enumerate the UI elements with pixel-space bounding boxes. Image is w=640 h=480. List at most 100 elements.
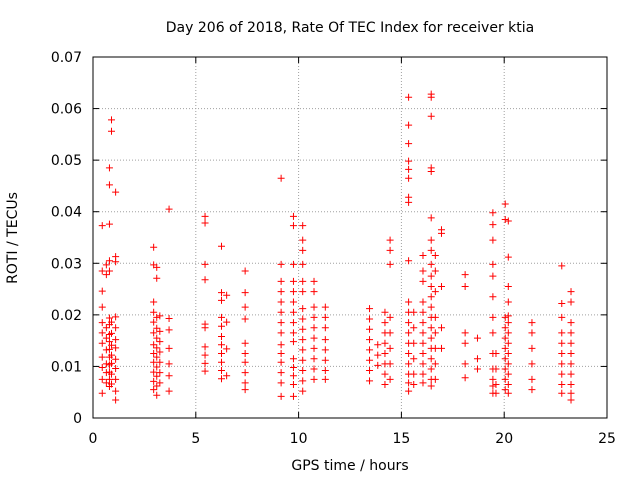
y-tick-label: 0.06 <box>51 102 82 118</box>
data-point <box>201 351 209 359</box>
data-point <box>567 339 575 347</box>
data-point <box>201 212 209 220</box>
data-point <box>105 375 113 383</box>
data-point <box>427 355 435 363</box>
data-point <box>218 322 225 330</box>
data-point <box>558 350 566 358</box>
data-point <box>165 326 173 334</box>
data-point <box>289 308 297 316</box>
data-point <box>223 372 231 380</box>
data-point <box>218 358 225 366</box>
plot-frame <box>92 56 608 419</box>
data-point <box>277 369 285 377</box>
data-point <box>165 205 173 213</box>
y-tick-label: 0 <box>73 411 82 427</box>
data-point <box>102 379 110 387</box>
y-axis-label: ROTI / TECUs <box>5 192 21 284</box>
data-point <box>405 257 413 265</box>
data-point <box>277 277 285 285</box>
data-point <box>366 315 374 323</box>
data-point <box>310 324 318 332</box>
data-point <box>386 313 394 321</box>
data-point <box>405 298 413 306</box>
data-point <box>105 345 113 353</box>
data-point <box>150 350 158 358</box>
data-point <box>405 379 413 387</box>
y-tick-label: 0.05 <box>51 153 82 169</box>
data-point <box>108 359 116 367</box>
data-point <box>528 329 536 337</box>
data-point <box>558 380 566 388</box>
data-point <box>366 336 374 344</box>
x-tick-label: 0 <box>89 431 98 447</box>
data-point <box>405 198 413 206</box>
x-tick-label: 5 <box>191 431 200 447</box>
data-point <box>277 358 285 366</box>
data-point <box>218 350 225 358</box>
data-point <box>504 319 512 327</box>
data-point <box>427 382 435 390</box>
data-point <box>410 339 418 347</box>
data-point <box>381 350 389 358</box>
data-point <box>150 308 158 316</box>
data-point <box>410 370 418 378</box>
data-point <box>489 375 497 383</box>
data-point <box>504 380 512 388</box>
data-point <box>289 319 297 327</box>
data-point <box>410 308 418 316</box>
data-point <box>489 329 497 337</box>
axis-ticks: 0 5 10 15 20 25 0 0.01 0.02 0.03 0.04 0.05 0.06 0.07 <box>51 50 616 447</box>
data-point <box>489 293 497 301</box>
data-point <box>310 313 318 321</box>
x-tick-label: 10 <box>290 431 308 447</box>
data-point <box>366 367 374 375</box>
data-point <box>156 312 164 320</box>
data-point <box>201 260 209 268</box>
data-point <box>241 339 249 347</box>
data-point <box>366 356 374 364</box>
data-point <box>558 300 566 308</box>
data-point <box>437 282 445 290</box>
data-point <box>501 365 509 373</box>
data-point <box>108 329 116 337</box>
y-tick-label: 0.04 <box>51 205 82 221</box>
data-point <box>310 288 318 296</box>
data-point <box>427 282 435 290</box>
data-point <box>381 370 389 378</box>
grid-lines <box>93 57 607 418</box>
data-point <box>405 387 413 395</box>
data-point <box>501 334 509 342</box>
data-point <box>112 355 120 363</box>
data-point <box>419 329 427 337</box>
data-point <box>299 315 307 323</box>
data-point <box>277 350 285 358</box>
data-point <box>461 271 469 279</box>
data-point <box>419 379 427 387</box>
data-point <box>461 374 469 382</box>
data-point <box>105 257 113 265</box>
data-point <box>473 334 481 342</box>
data-point <box>201 276 209 284</box>
data-point <box>218 333 225 341</box>
data-point <box>461 329 469 337</box>
data-point <box>289 298 297 306</box>
data-point <box>218 313 225 321</box>
x-axis-label: GPS time / hours <box>291 458 408 474</box>
data-point <box>277 174 285 182</box>
data-point <box>427 112 435 120</box>
data-point <box>108 380 116 388</box>
data-point <box>112 344 120 352</box>
data-point <box>299 288 307 296</box>
data-point <box>156 358 164 366</box>
data-point <box>419 319 427 327</box>
data-point <box>504 360 512 368</box>
data-point <box>489 209 497 217</box>
data-point <box>427 324 435 332</box>
data-point <box>165 344 173 352</box>
data-point <box>410 324 418 332</box>
data-point <box>277 308 285 316</box>
data-point <box>321 313 329 321</box>
data-point <box>504 217 512 225</box>
data-point <box>156 379 164 387</box>
data-point <box>405 174 413 182</box>
